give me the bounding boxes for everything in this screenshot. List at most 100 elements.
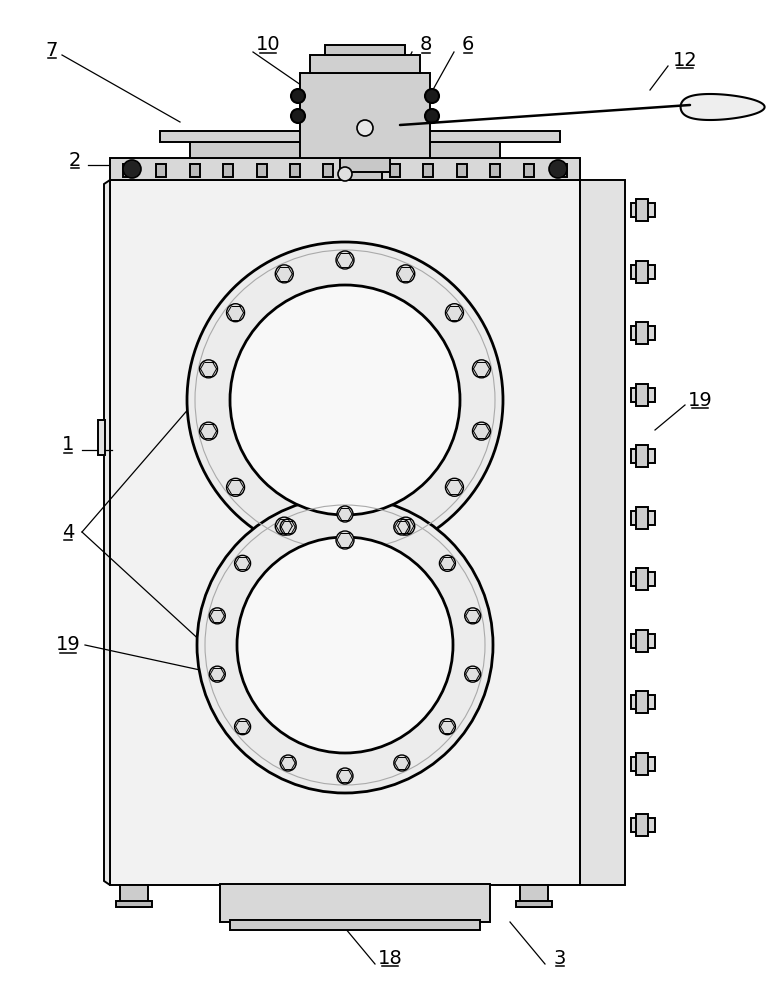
- Bar: [490, 164, 500, 177]
- Bar: [636, 752, 648, 774]
- Bar: [636, 260, 648, 282]
- Bar: [325, 45, 405, 55]
- Bar: [520, 885, 548, 907]
- Circle shape: [280, 755, 296, 771]
- Circle shape: [446, 478, 464, 496]
- Polygon shape: [681, 94, 765, 120]
- Bar: [116, 901, 152, 907]
- Bar: [340, 158, 390, 172]
- Bar: [631, 756, 655, 770]
- Circle shape: [234, 719, 251, 735]
- Circle shape: [227, 304, 245, 322]
- Bar: [300, 73, 430, 158]
- Bar: [631, 695, 655, 709]
- Text: 12: 12: [672, 50, 697, 70]
- Circle shape: [197, 497, 493, 793]
- Circle shape: [275, 517, 293, 535]
- Bar: [110, 158, 580, 180]
- Bar: [160, 131, 560, 142]
- Bar: [631, 449, 655, 463]
- Circle shape: [397, 265, 414, 283]
- Circle shape: [425, 109, 439, 123]
- Circle shape: [357, 120, 373, 136]
- Bar: [223, 164, 233, 177]
- Circle shape: [473, 422, 491, 440]
- Circle shape: [210, 608, 225, 624]
- Circle shape: [280, 519, 296, 535]
- Bar: [636, 814, 648, 836]
- Circle shape: [397, 517, 414, 535]
- Bar: [631, 634, 655, 648]
- Bar: [516, 901, 552, 907]
- Text: 8: 8: [420, 35, 432, 54]
- Bar: [424, 164, 433, 177]
- Bar: [631, 818, 655, 832]
- Bar: [523, 164, 534, 177]
- Circle shape: [465, 666, 481, 682]
- Circle shape: [549, 160, 567, 178]
- Bar: [631, 572, 655, 586]
- Circle shape: [336, 251, 354, 269]
- Bar: [290, 164, 300, 177]
- Circle shape: [291, 89, 305, 103]
- Bar: [390, 164, 400, 177]
- Circle shape: [234, 555, 251, 571]
- Circle shape: [291, 109, 305, 123]
- Circle shape: [210, 666, 225, 682]
- Circle shape: [439, 555, 456, 571]
- Circle shape: [394, 519, 410, 535]
- Text: 6: 6: [462, 35, 474, 54]
- Text: 7: 7: [46, 40, 58, 60]
- Bar: [636, 199, 648, 221]
- Bar: [157, 164, 167, 177]
- Text: 3: 3: [554, 948, 566, 968]
- Circle shape: [394, 755, 410, 771]
- Circle shape: [275, 265, 293, 283]
- Bar: [190, 164, 199, 177]
- Circle shape: [237, 537, 453, 753]
- Circle shape: [338, 167, 352, 181]
- Circle shape: [337, 768, 353, 784]
- Bar: [348, 154, 382, 180]
- Bar: [636, 445, 648, 467]
- Circle shape: [336, 531, 354, 549]
- Circle shape: [425, 89, 439, 103]
- Bar: [310, 55, 420, 73]
- Text: 18: 18: [378, 948, 403, 968]
- Bar: [636, 383, 648, 406]
- Bar: [220, 884, 490, 922]
- Circle shape: [199, 422, 217, 440]
- Bar: [120, 885, 148, 907]
- Circle shape: [230, 285, 460, 515]
- Bar: [256, 164, 266, 177]
- Bar: [357, 164, 367, 177]
- Bar: [110, 180, 580, 885]
- Bar: [636, 322, 648, 344]
- Text: 1: 1: [62, 436, 74, 454]
- Circle shape: [473, 360, 491, 378]
- Circle shape: [439, 719, 456, 735]
- Bar: [631, 510, 655, 524]
- Bar: [636, 568, 648, 590]
- Bar: [631, 203, 655, 217]
- Bar: [123, 164, 133, 177]
- Circle shape: [227, 478, 245, 496]
- Polygon shape: [104, 180, 110, 885]
- Text: 19: 19: [55, 636, 80, 654]
- Bar: [190, 142, 500, 158]
- Bar: [456, 164, 467, 177]
- Bar: [631, 387, 655, 401]
- Text: 19: 19: [688, 390, 712, 410]
- Circle shape: [187, 242, 503, 558]
- Bar: [631, 264, 655, 278]
- Bar: [323, 164, 333, 177]
- Bar: [230, 920, 480, 930]
- Bar: [631, 326, 655, 340]
- Circle shape: [337, 506, 353, 522]
- Circle shape: [199, 360, 217, 378]
- Circle shape: [446, 304, 464, 322]
- Bar: [557, 164, 567, 177]
- Text: 10: 10: [256, 35, 280, 54]
- Text: 4: 4: [62, 522, 74, 542]
- Bar: [636, 506, 648, 528]
